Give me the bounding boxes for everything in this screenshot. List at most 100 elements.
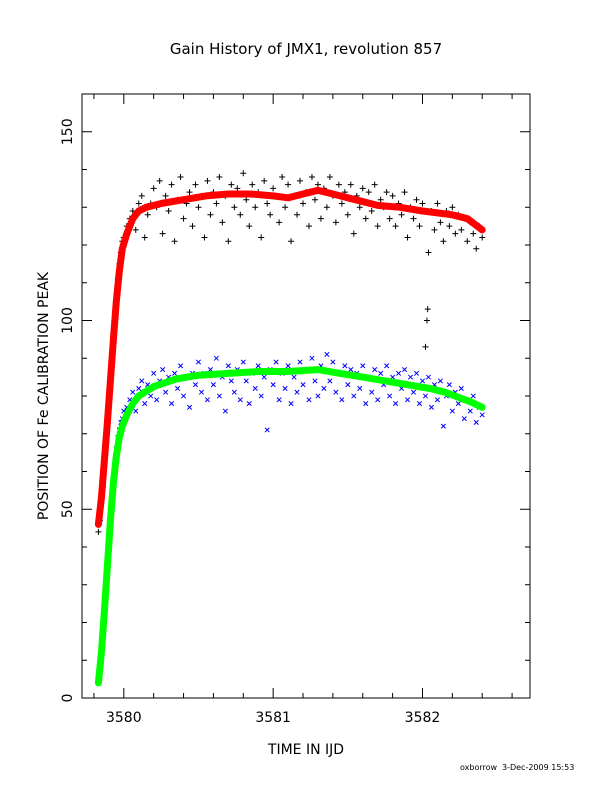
data-point-x (148, 393, 154, 399)
data-point-x (407, 374, 414, 380)
y-tick-label: 0 (60, 694, 76, 703)
data-point-plus (165, 208, 172, 215)
data-point-x (315, 393, 321, 399)
data-point-plus (279, 174, 286, 181)
data-point-plus (479, 234, 486, 241)
x-tick-label: 3580 (106, 710, 142, 726)
data-point-x (449, 408, 455, 414)
data-point-plus (285, 181, 292, 188)
data-point-x (169, 400, 175, 407)
data-point-x (363, 400, 369, 407)
data-point-x (255, 363, 261, 369)
data-point-plus (314, 181, 321, 188)
data-point-plus (216, 174, 223, 181)
data-point-plus (246, 223, 253, 230)
data-point-plus (231, 204, 238, 211)
data-point-x (422, 393, 429, 399)
data-point-x (204, 397, 210, 403)
data-point-plus (470, 230, 477, 237)
scatter-series-1 (95, 351, 485, 686)
data-point-plus (189, 223, 196, 230)
data-point-x (270, 382, 276, 388)
data-point-plus (252, 204, 259, 211)
data-point-plus (270, 185, 277, 192)
data-point-plus (141, 234, 148, 241)
data-point-x (130, 389, 136, 395)
data-point-x (294, 389, 300, 395)
data-point-x (410, 389, 417, 395)
data-point-plus (464, 238, 471, 245)
data-point-x (276, 397, 282, 403)
data-point-x (396, 370, 402, 376)
data-point-x (285, 363, 291, 369)
data-point-plus (132, 226, 139, 233)
data-point-x (321, 385, 327, 392)
data-point-plus (311, 196, 318, 203)
x-axis: 3580 3581 3582 (93, 94, 513, 726)
data-point-plus (386, 215, 393, 222)
data-point-plus (404, 234, 411, 241)
data-point-x (261, 374, 267, 380)
data-point-plus (249, 181, 256, 188)
data-point-plus (362, 215, 369, 222)
data-point-x (434, 397, 440, 403)
data-point-plus (156, 177, 163, 184)
data-point-plus (305, 223, 312, 230)
data-point-plus (144, 211, 151, 218)
data-point-x (440, 423, 446, 429)
data-point-plus (389, 192, 396, 199)
data-point-x (273, 359, 279, 365)
data-point-x (351, 393, 357, 399)
data-point-plus (338, 200, 345, 207)
data-point-x (357, 385, 363, 392)
data-point-x (324, 351, 330, 358)
data-point-plus (368, 208, 375, 215)
footer-user: oxborrow (460, 763, 498, 772)
data-point-x (195, 359, 202, 365)
chart-title: Gain History of JMX1, revolution 857 (170, 40, 442, 58)
data-point-x (467, 408, 473, 414)
data-point-plus (180, 215, 187, 222)
data-point-plus (365, 189, 372, 196)
data-point-plus (449, 204, 456, 211)
series-layer (94, 170, 486, 687)
data-point-plus (347, 181, 354, 188)
data-point-x (133, 408, 139, 414)
data-point-x (228, 378, 234, 384)
data-point-x (437, 378, 443, 384)
data-point-plus (204, 177, 211, 184)
data-point-x (291, 374, 297, 380)
data-point-x (473, 419, 479, 425)
data-point-x (213, 355, 219, 361)
data-point-plus (371, 181, 378, 188)
data-point-plus (440, 238, 447, 245)
data-point-x (240, 359, 246, 365)
data-point-x (312, 378, 318, 384)
data-point-plus (392, 223, 399, 230)
data-point-plus (243, 196, 250, 203)
data-point-x (306, 397, 312, 403)
data-point-plus (240, 170, 247, 177)
data-point-x (330, 359, 336, 365)
data-point-plus (201, 234, 208, 241)
data-point-plus (458, 226, 465, 233)
data-point-x (348, 367, 354, 373)
data-point-plus (437, 219, 444, 226)
data-point-x (198, 389, 205, 395)
data-point-plus (300, 200, 307, 207)
data-point-plus (413, 196, 420, 203)
data-point-plus (317, 215, 324, 222)
data-point-x (416, 400, 423, 407)
data-point-plus (344, 211, 351, 218)
data-point-plus (213, 200, 220, 207)
data-point-x (393, 400, 399, 407)
data-point-x (404, 397, 411, 403)
data-point-plus (410, 215, 417, 222)
data-point-x (186, 404, 193, 410)
data-point-plus (424, 306, 431, 313)
data-point-x (461, 416, 467, 422)
data-point-plus (264, 200, 271, 207)
data-point-plus (267, 211, 274, 218)
data-point-plus (219, 219, 226, 226)
data-point-x (246, 400, 252, 407)
